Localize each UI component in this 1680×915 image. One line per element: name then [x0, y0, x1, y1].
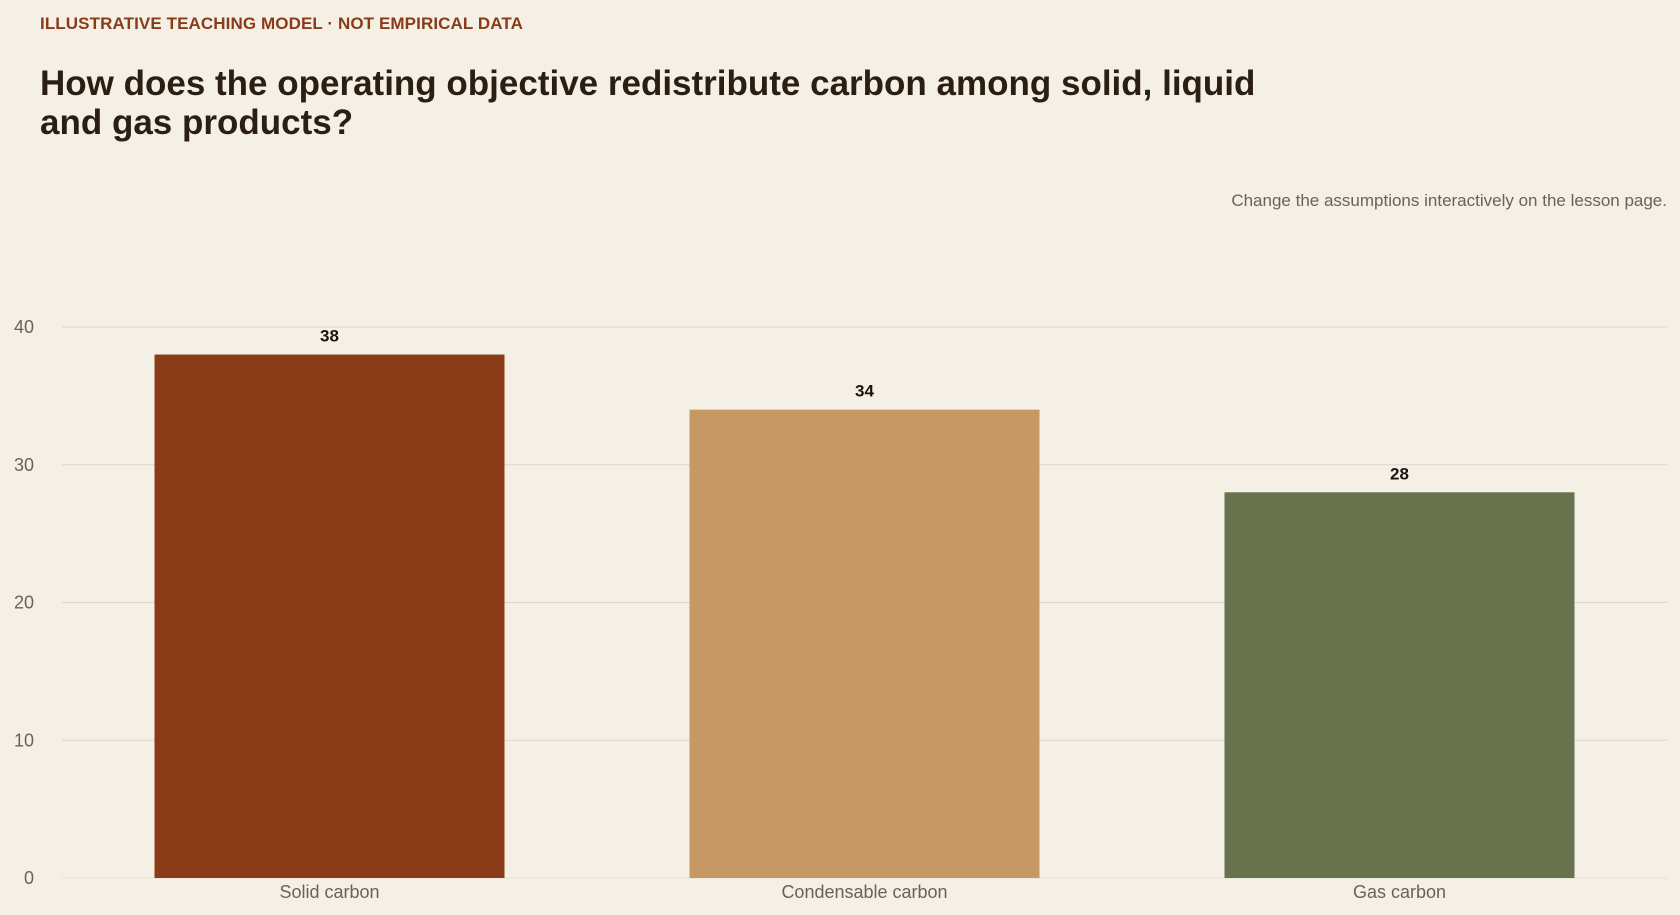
bars: [154, 354, 1575, 878]
data-label-solid-carbon: 38: [320, 327, 339, 346]
lesson-note: Change the assumptions interactively on …: [1231, 191, 1667, 210]
y-tick-label-10: 10: [14, 730, 34, 750]
data-labels: 38 34 28: [320, 327, 1409, 484]
data-label-condensable-carbon: 34: [855, 382, 874, 401]
y-tick-label-20: 20: [14, 593, 34, 613]
chart-kicker: ILLUSTRATIVE TEACHING MODEL · NOT EMPIRI…: [40, 14, 523, 33]
bar-condensable-carbon: [689, 409, 1040, 878]
x-tick-label-solid-carbon: Solid carbon: [279, 882, 379, 902]
bar-solid-carbon: [154, 354, 505, 878]
chart-title: How does the operating objective redistr…: [40, 64, 1256, 142]
bar-gas-carbon: [1224, 492, 1575, 878]
x-tick-label-gas-carbon: Gas carbon: [1353, 882, 1446, 902]
data-label-gas-carbon: 28: [1390, 464, 1409, 483]
x-tick-label-condensable-carbon: Condensable carbon: [781, 882, 947, 902]
y-tick-label-0: 0: [24, 868, 34, 888]
y-tick-label-30: 30: [14, 455, 34, 475]
x-axis: Solid carbon Condensable carbon Gas carbon: [279, 882, 1446, 902]
y-axis: 0 10 20 30 40: [14, 317, 34, 888]
y-tick-label-40: 40: [14, 317, 34, 337]
